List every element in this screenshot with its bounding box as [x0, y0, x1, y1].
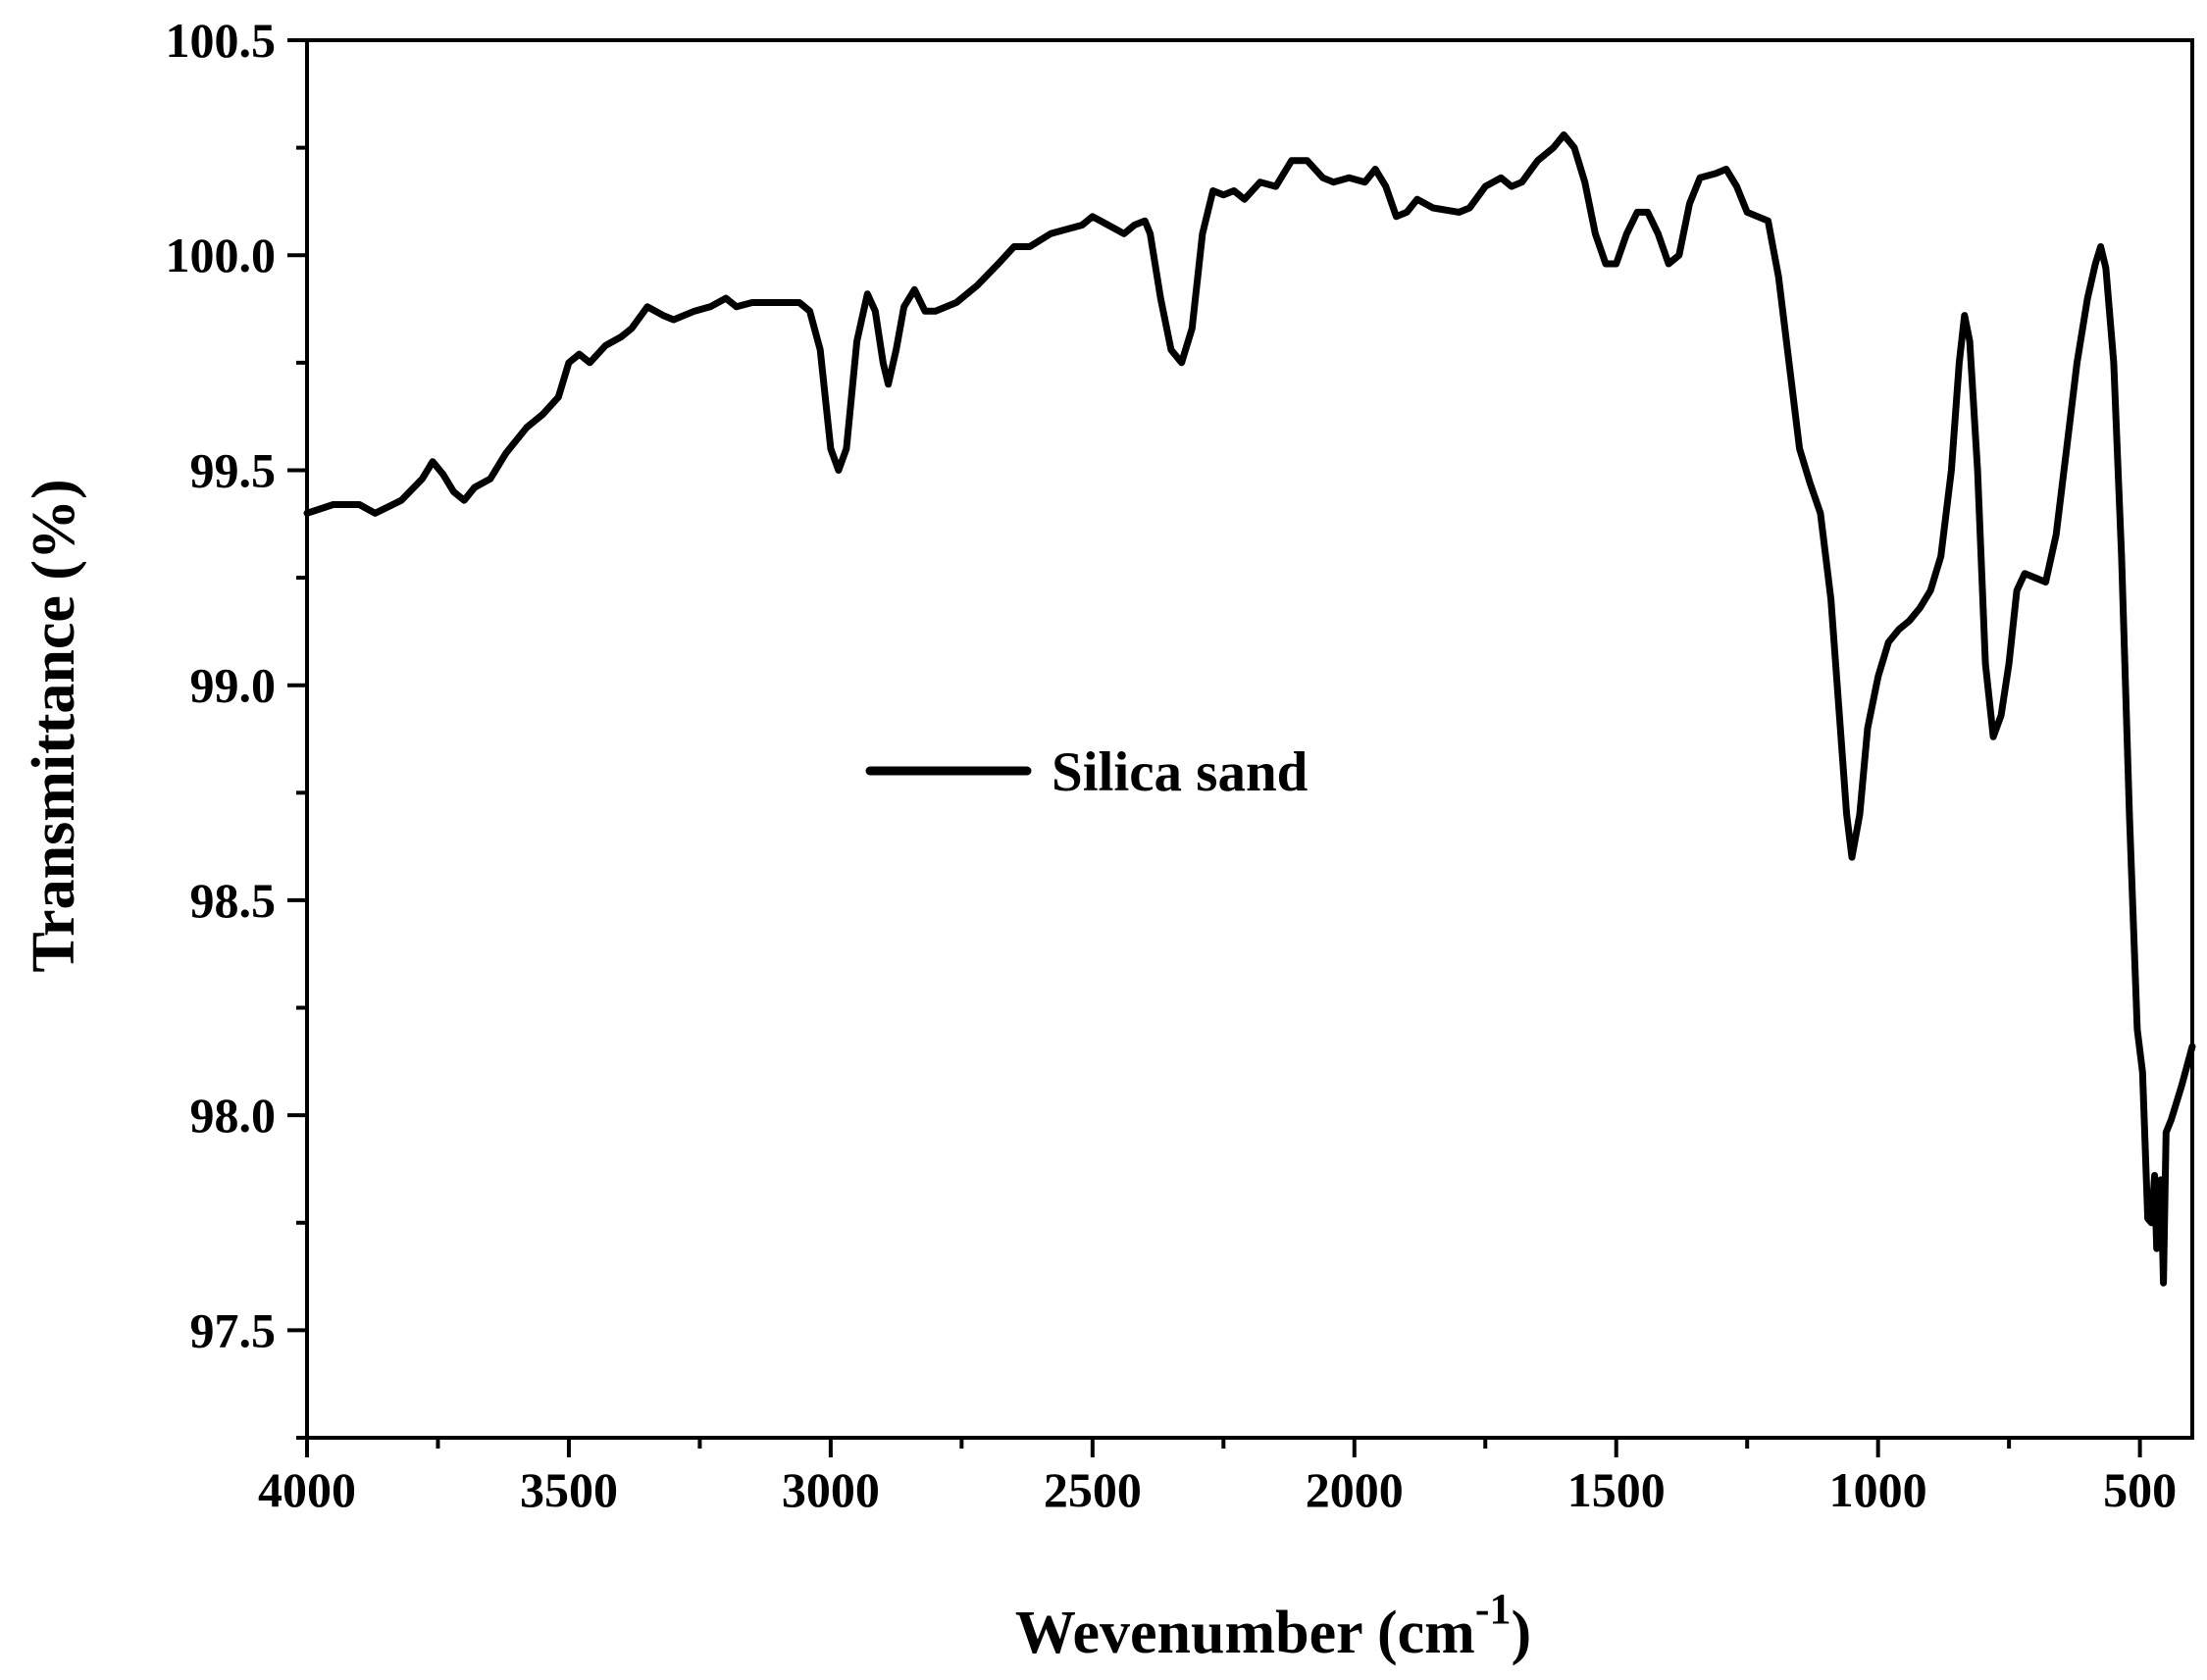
y-tick-label: 100.5 [166, 13, 277, 68]
y-tick-label: 98.0 [190, 1088, 277, 1143]
plot-frame [305, 38, 2194, 1440]
y-tick-label: 98.5 [190, 873, 277, 928]
y-tick-label: 97.5 [190, 1302, 277, 1357]
legend-label: Silica sand [1052, 741, 1309, 803]
x-tick-label: 3000 [782, 1462, 880, 1517]
series-line-silica-sand [303, 131, 2196, 1287]
y-tick-labels: 97.5 98.0 98.5 99.0 99.5 100.0 100.5 [166, 13, 277, 1357]
x-axis-title-suffix: ) [1511, 1600, 1531, 1666]
legend: Silica sand [865, 741, 1309, 803]
x-axis-title-superscript: -1 [1475, 1585, 1512, 1633]
x-tick-label: 4000 [258, 1462, 356, 1517]
y-tick-label: 99.0 [190, 658, 277, 713]
x-tick-label: 2500 [1044, 1462, 1142, 1517]
x-axis-title-main: Wevenumber (cm [1015, 1600, 1475, 1666]
y-tick-label: 99.5 [190, 442, 277, 497]
x-tick-label: 3500 [520, 1462, 618, 1517]
x-tick-label: 1500 [1567, 1462, 1666, 1517]
x-tick-label: 2000 [1306, 1462, 1404, 1517]
y-tick-label: 100.0 [166, 228, 277, 282]
x-tick-label: 500 [2103, 1462, 2177, 1517]
x-tick-label: 1000 [1829, 1462, 1927, 1517]
y-axis-title: Transmittance (%) [21, 479, 87, 972]
x-axis-title: Wevenumber (cm-1) [1015, 1585, 1531, 1666]
x-tick-labels: 4000 3500 3000 2500 2000 1500 1000 500 [258, 1462, 2177, 1517]
